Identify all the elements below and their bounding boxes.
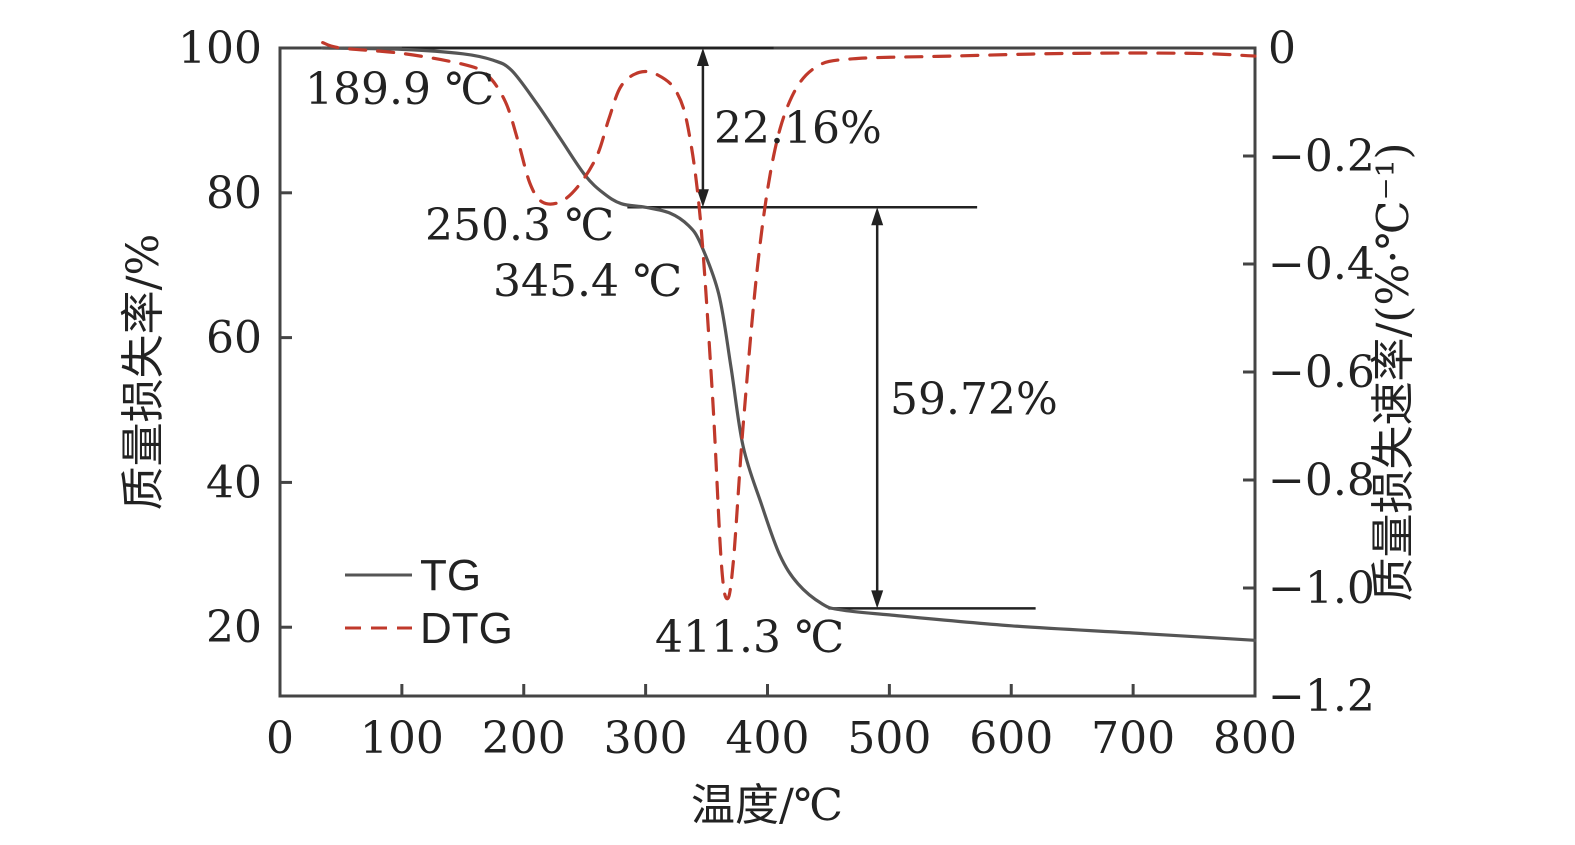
arrow-22-16-head-top bbox=[696, 48, 709, 66]
annotation-250-3: 250.3 ℃ bbox=[425, 200, 614, 251]
y-right-tick-label: −0.2 bbox=[1268, 131, 1375, 182]
y-left-tick-label: 20 bbox=[206, 602, 262, 653]
x-axis-title: 温度/℃ bbox=[691, 780, 843, 831]
y-left-axis-title: 质量损失率/% bbox=[118, 234, 169, 511]
series-lines bbox=[321, 41, 1257, 642]
x-tick-label: 100 bbox=[360, 713, 444, 764]
arrow-59-72-head-bottom bbox=[871, 590, 884, 609]
y-right-tick-label: −1.2 bbox=[1268, 671, 1375, 722]
y-right-tick-label: 0 bbox=[1268, 23, 1296, 74]
arrow-22-16-head-bottom bbox=[696, 189, 709, 208]
legend-dtg-label: DTG bbox=[420, 604, 513, 653]
reference-lines bbox=[401, 46, 1036, 610]
x-tick-label: 700 bbox=[1091, 713, 1175, 764]
y-right-tick-label: −0.6 bbox=[1268, 347, 1375, 398]
annotation-22-16: 22.16% bbox=[714, 103, 882, 154]
tick-marks bbox=[278, 46, 1257, 698]
x-tick-label: 800 bbox=[1213, 713, 1297, 764]
x-tick-label: 400 bbox=[726, 713, 810, 764]
y-left-tick-label: 80 bbox=[206, 168, 262, 219]
annotation-411-3: 411.3 ℃ bbox=[655, 612, 844, 663]
series-dtg-line bbox=[321, 41, 1257, 601]
x-tick-label: 600 bbox=[969, 713, 1053, 764]
x-tick-label: 200 bbox=[482, 713, 566, 764]
tick-labels: 0 100 200 300 400 500 600 700 800100806040200−0.… bbox=[178, 23, 1375, 764]
y-left-tick-label: 60 bbox=[206, 313, 262, 364]
y-left-tick-label: 40 bbox=[206, 457, 262, 508]
y-right-tick-label: −1.0 bbox=[1268, 563, 1375, 614]
annotation-189-9: 189.9 ℃ bbox=[305, 64, 494, 115]
y-right-tick-label: −0.8 bbox=[1268, 455, 1375, 506]
x-tick-label: 0 bbox=[266, 713, 294, 764]
arrow-59-72-head-top bbox=[871, 207, 884, 226]
legend-tg-label: TG bbox=[420, 551, 481, 600]
annotation-59-72: 59.72% bbox=[890, 374, 1058, 425]
y-right-axis-title: 质量损失速率/(%·℃⁻¹) bbox=[1368, 142, 1419, 601]
legend: TG DTG bbox=[345, 551, 513, 653]
y-right-tick-label: −0.4 bbox=[1268, 239, 1375, 290]
x-tick-label: 500 bbox=[847, 713, 931, 764]
x-tick-label: 300 bbox=[604, 713, 688, 764]
y-left-tick-label: 100 bbox=[178, 23, 262, 74]
annotation-345-4: 345.4 ℃ bbox=[493, 256, 682, 307]
